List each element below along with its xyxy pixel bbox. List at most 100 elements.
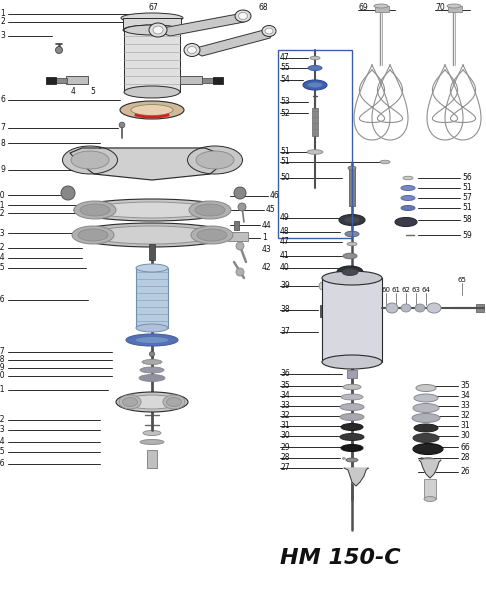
Text: 25: 25: [0, 448, 5, 457]
Text: 65: 65: [457, 277, 467, 283]
Ellipse shape: [380, 160, 390, 164]
Ellipse shape: [343, 384, 361, 390]
Ellipse shape: [395, 217, 417, 226]
Ellipse shape: [401, 304, 411, 312]
Circle shape: [150, 352, 155, 356]
Ellipse shape: [337, 266, 363, 278]
Ellipse shape: [89, 226, 214, 244]
Text: 46: 46: [270, 191, 280, 200]
Ellipse shape: [401, 205, 415, 211]
Ellipse shape: [188, 46, 196, 53]
Ellipse shape: [347, 242, 357, 246]
Text: 36: 36: [280, 370, 290, 379]
Ellipse shape: [126, 334, 178, 346]
Text: 21: 21: [0, 385, 5, 395]
Ellipse shape: [167, 397, 181, 407]
Ellipse shape: [73, 223, 231, 247]
Bar: [46, 77, 56, 84]
Ellipse shape: [303, 80, 327, 90]
Ellipse shape: [413, 403, 439, 413]
Text: 60: 60: [382, 287, 390, 293]
Text: 19: 19: [0, 364, 5, 373]
Ellipse shape: [74, 201, 116, 219]
Text: 32: 32: [460, 412, 469, 421]
Bar: [66, 76, 88, 84]
Text: 45: 45: [266, 205, 276, 214]
Ellipse shape: [344, 217, 360, 223]
Ellipse shape: [322, 355, 382, 369]
Text: 56: 56: [462, 173, 472, 182]
Text: 1: 1: [0, 10, 5, 19]
Text: 64: 64: [421, 287, 431, 293]
Text: 69: 69: [358, 4, 368, 13]
Text: 29: 29: [280, 443, 290, 451]
Text: 2: 2: [0, 17, 5, 26]
Bar: [312, 108, 318, 136]
Ellipse shape: [414, 394, 438, 402]
Circle shape: [238, 203, 246, 211]
Ellipse shape: [131, 104, 173, 115]
Text: 17: 17: [0, 347, 5, 356]
Circle shape: [55, 46, 63, 53]
Ellipse shape: [427, 303, 441, 313]
Ellipse shape: [374, 4, 388, 8]
Ellipse shape: [135, 337, 169, 343]
Text: 66: 66: [460, 443, 470, 451]
Ellipse shape: [424, 497, 436, 502]
Polygon shape: [194, 30, 272, 56]
Bar: [123, 18, 181, 30]
Text: 5: 5: [90, 86, 95, 95]
Ellipse shape: [265, 28, 273, 34]
Text: 54: 54: [280, 76, 290, 85]
Text: 52: 52: [280, 109, 290, 118]
Text: HM 150-C: HM 150-C: [280, 548, 400, 568]
Ellipse shape: [421, 458, 435, 462]
Ellipse shape: [125, 395, 179, 409]
Text: 50: 50: [280, 173, 290, 182]
Ellipse shape: [123, 25, 181, 35]
Ellipse shape: [414, 424, 438, 432]
Text: 63: 63: [412, 287, 420, 293]
Ellipse shape: [189, 201, 231, 219]
Bar: [180, 76, 202, 84]
Ellipse shape: [188, 146, 243, 174]
Text: 51: 51: [462, 203, 471, 212]
Ellipse shape: [195, 204, 225, 216]
Text: 30: 30: [460, 431, 470, 440]
Ellipse shape: [71, 151, 109, 169]
Text: 33: 33: [460, 401, 470, 410]
Bar: [234, 221, 239, 230]
Text: 12: 12: [0, 244, 5, 253]
Ellipse shape: [339, 214, 365, 226]
Text: 41: 41: [280, 251, 290, 260]
Circle shape: [234, 187, 246, 199]
Text: 38: 38: [280, 305, 290, 314]
Ellipse shape: [124, 86, 180, 98]
Ellipse shape: [413, 443, 443, 455]
Ellipse shape: [341, 445, 363, 451]
Text: 62: 62: [401, 287, 411, 293]
Text: 47: 47: [280, 238, 290, 247]
Ellipse shape: [124, 25, 180, 35]
Ellipse shape: [307, 150, 323, 154]
Text: 20: 20: [0, 371, 5, 380]
Circle shape: [61, 186, 75, 200]
Text: 23: 23: [0, 425, 5, 434]
Ellipse shape: [345, 231, 359, 237]
Polygon shape: [161, 14, 246, 36]
Ellipse shape: [120, 101, 184, 119]
Text: 51: 51: [462, 184, 471, 193]
Ellipse shape: [416, 385, 436, 391]
Text: 31: 31: [280, 421, 290, 431]
Ellipse shape: [386, 303, 398, 313]
Text: e: e: [342, 455, 346, 461]
Ellipse shape: [124, 20, 180, 28]
Ellipse shape: [447, 4, 461, 8]
Ellipse shape: [403, 176, 413, 180]
Polygon shape: [419, 460, 441, 478]
Text: 18: 18: [0, 355, 5, 364]
Text: 59: 59: [462, 230, 472, 239]
Ellipse shape: [307, 82, 323, 88]
Ellipse shape: [340, 403, 364, 410]
Circle shape: [119, 122, 125, 128]
